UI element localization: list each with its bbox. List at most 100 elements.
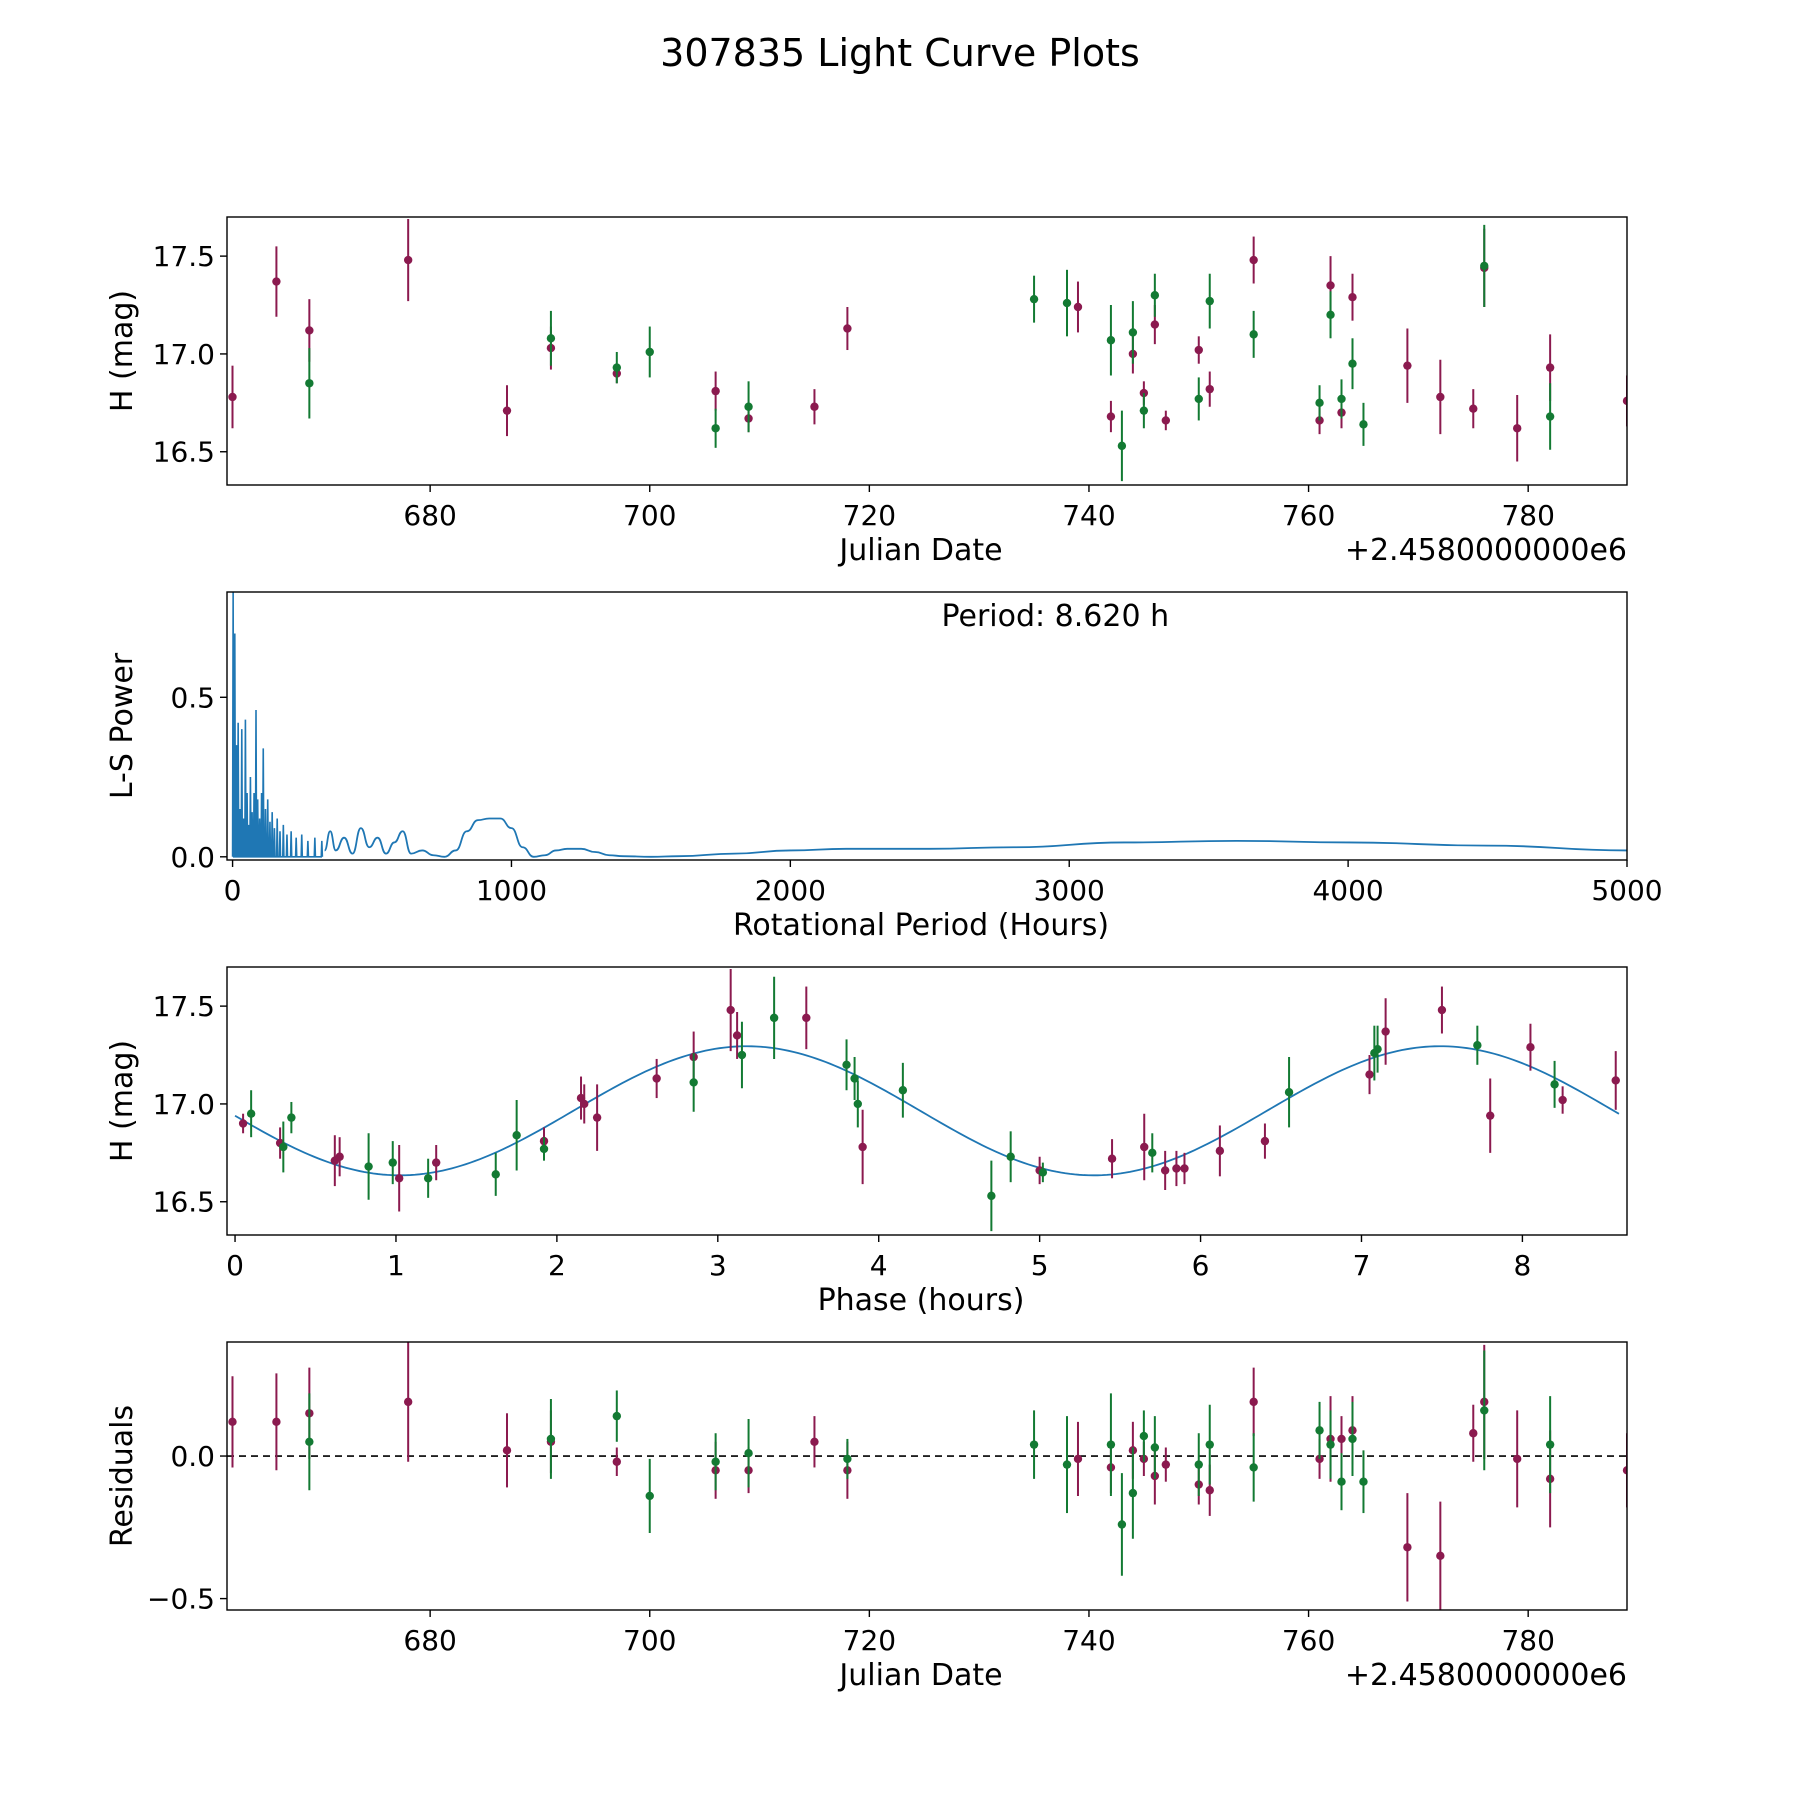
residuals-band_a-point: [612, 1457, 622, 1466]
residuals-band_b-point: [843, 1454, 852, 1464]
residuals-xtick-label: 740: [1062, 1624, 1115, 1657]
phase-band_a-point: [652, 1074, 661, 1083]
residuals-band_a-point: [403, 1397, 413, 1407]
lightcurve-xtick-label: 720: [843, 499, 896, 532]
lightcurve-band_a-point: [403, 255, 413, 265]
lightcurve-band_a-point: [272, 277, 281, 286]
phase-band_a-point: [592, 1113, 602, 1122]
residuals-band_b-point: [305, 1437, 314, 1446]
periodogram-spikes: [231, 592, 324, 858]
lightcurve-band_b-point: [1337, 394, 1346, 404]
phase-ytick-label: 16.5: [153, 1186, 215, 1219]
lightcurve-band_a-point: [1622, 396, 1627, 406]
phase-band_b-point: [898, 1086, 908, 1095]
residuals-frame: [226, 1341, 1628, 1611]
lightcurve-xtick-label: 680: [403, 499, 456, 532]
periodogram-xtick-label: 5000: [1591, 874, 1662, 907]
lightcurve-band_a-point: [1403, 361, 1412, 370]
periodogram-curve: [323, 817, 1627, 858]
lightcurve-band_b-point: [711, 424, 720, 433]
residuals-band_b-point: [1545, 1440, 1555, 1449]
lightcurve-ytick-label: 17.5: [153, 240, 215, 273]
residuals-band_a-point: [1469, 1429, 1478, 1438]
phase-band_a-point: [1260, 1136, 1270, 1146]
residuals-band_b-point: [1480, 1406, 1489, 1415]
residuals-band_b-point: [1106, 1440, 1116, 1449]
lightcurve-offset-label: +2.4580000000e6: [1345, 533, 1627, 568]
phase-band_b-point: [853, 1099, 863, 1109]
residuals-xlabel: Julian Date: [837, 1658, 1002, 1693]
phase-xtick-label: 6: [1192, 1249, 1210, 1282]
phase-band_a-point: [802, 1013, 811, 1023]
residuals-ylabel: Residuals: [105, 1405, 140, 1547]
residuals-band_a-point: [272, 1417, 281, 1427]
residuals-xtick-label: 680: [403, 1624, 456, 1657]
residuals-band_a-point: [1436, 1551, 1445, 1561]
phase-band_a-point: [1180, 1164, 1189, 1173]
lightcurve-band_a-point: [1545, 363, 1555, 372]
phase-band_a-point: [1107, 1154, 1117, 1163]
lightcurve-band_a-point: [1161, 416, 1171, 425]
phase-band_a-point: [1215, 1146, 1225, 1156]
lightcurve-band_a-point: [305, 326, 314, 335]
phase-panel: 0 1 2 3 4 5 6 7 8 16.5 17.0 17.5 Phase (hours) H (mag…: [105, 966, 1628, 1318]
residuals-xtick-label: 760: [1282, 1624, 1335, 1657]
lightcurve-band_b-point: [744, 402, 753, 411]
phase-band_b-point: [737, 1050, 747, 1060]
phase-band_a-point: [1172, 1164, 1181, 1173]
lightcurve-band_b-point: [1150, 291, 1160, 300]
lightcurve-xtick-label: 700: [623, 499, 676, 532]
lightcurve-band_b-point: [1117, 441, 1127, 451]
phase-band_a-point: [1486, 1111, 1495, 1120]
residuals-band_a-point: [228, 1417, 237, 1427]
phase-band_b-point: [689, 1078, 698, 1087]
phase-plot-area: [234, 968, 1620, 1232]
lightcurve-band_b-point: [612, 363, 622, 372]
residuals-plot-area: [227, 1342, 1627, 1610]
phase-band_a-point: [858, 1142, 867, 1152]
phase-band_a-point: [1437, 1005, 1447, 1015]
residuals-band_a-point: [1403, 1543, 1412, 1552]
lightcurve-band_a-point: [1205, 384, 1214, 394]
phase-band_b-point: [1148, 1148, 1157, 1158]
residuals-band_b-point: [1128, 1488, 1138, 1498]
residuals-xtick-label: 720: [843, 1624, 896, 1657]
phase-band_a-point: [1611, 1076, 1620, 1085]
lightcurve-band_a-point: [1512, 424, 1522, 433]
residuals-band_a-point: [1249, 1397, 1258, 1407]
phase-band_a-point: [394, 1174, 404, 1183]
phase-xtick-label: 1: [387, 1249, 405, 1282]
residuals-band_a-point: [1161, 1460, 1171, 1469]
periodogram-frame: [226, 591, 1628, 861]
periodogram-panel: 0 1000 2000 3000 4000 5000 0.0 0.5 Rotational Pe…: [105, 591, 1663, 943]
lightcurve-ylabel: H (mag): [105, 290, 140, 412]
lightcurve-plot-area: [228, 218, 1627, 482]
residuals-band_b-point: [1359, 1477, 1368, 1486]
residuals-band_a-point: [502, 1446, 512, 1455]
phase-band_b-point: [1006, 1152, 1015, 1161]
residuals-band_b-point: [1348, 1434, 1357, 1444]
phase-band_b-point: [287, 1113, 296, 1122]
phase-band_a-point: [1365, 1070, 1374, 1079]
phase-band_a-point: [431, 1158, 441, 1167]
residuals-panel: 680 700 720 740 760 780 −0.5 0.0 Julian Date Resi…: [105, 1341, 1628, 1693]
residuals-band_b-point: [1205, 1440, 1214, 1449]
residuals-band_b-point: [1117, 1520, 1127, 1529]
lightcurve-band_a-point: [1436, 392, 1445, 402]
periodogram-ytick-label: 0.5: [170, 681, 215, 714]
lightcurve-ytick-label: 17.0: [153, 338, 215, 371]
phase-band_a-point: [1140, 1142, 1149, 1152]
lightcurve-band_b-point: [1326, 310, 1335, 320]
phase-xlabel: Phase (hours): [818, 1283, 1025, 1318]
lightcurve-band_a-point: [1106, 412, 1116, 421]
phase-band_b-point: [364, 1162, 373, 1171]
lightcurve-band_a-point: [1249, 255, 1258, 265]
phase-band_b-point: [1373, 1044, 1382, 1054]
lightcurve-panel: 680 700 720 740 760 780 16.5 17.0 17.5 Julian Dat…: [105, 216, 1628, 568]
lightcurve-band_b-point: [1062, 298, 1072, 308]
lightcurve-band_a-point: [1139, 388, 1149, 398]
residuals-band_b-point: [645, 1491, 654, 1501]
residuals-band_b-point: [1150, 1443, 1160, 1452]
periodogram-xtick-label: 3000: [1034, 874, 1105, 907]
phase-band_b-point: [1473, 1041, 1482, 1050]
